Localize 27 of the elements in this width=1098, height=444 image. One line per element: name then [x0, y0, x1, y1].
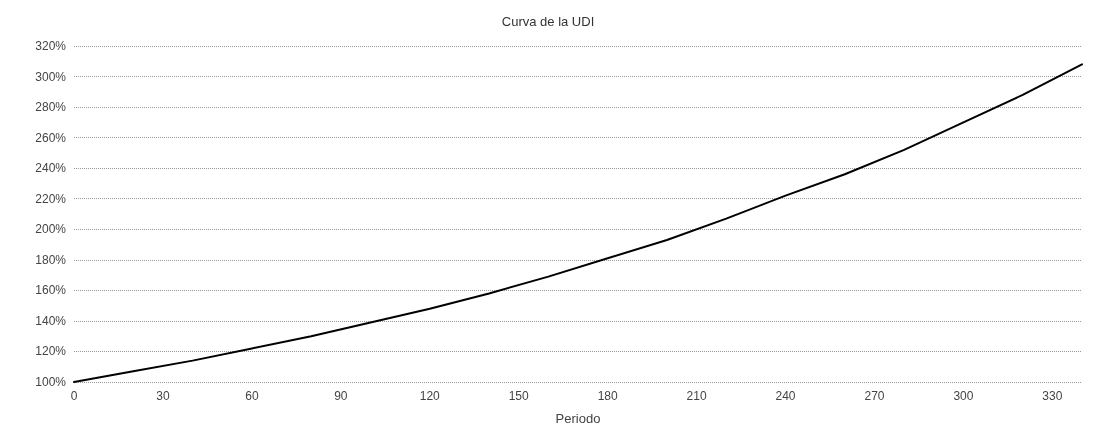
- x-tick-label: 210: [686, 389, 707, 403]
- x-tick-label: 240: [775, 389, 796, 403]
- x-tick-label: 270: [864, 389, 885, 403]
- x-tick-label: 300: [953, 389, 974, 403]
- x-tick-label: 90: [334, 389, 348, 403]
- y-tick-label: 160%: [35, 283, 67, 298]
- y-tick-label: 180%: [35, 252, 67, 267]
- x-tick-label: 330: [1042, 389, 1063, 403]
- x-tick-label: 0: [70, 389, 78, 403]
- chart-title: Curva de la UDI: [501, 14, 595, 29]
- y-tick-label: 140%: [35, 313, 67, 328]
- x-tick-label: 180: [597, 389, 618, 403]
- y-tick-label: 320%: [35, 39, 67, 53]
- x-tick-label: 120: [419, 389, 441, 403]
- y-tick-label: 280%: [35, 100, 67, 115]
- y-tick-label: 300%: [35, 69, 67, 84]
- x-tick-label: 30: [156, 389, 170, 403]
- x-axis-title: Periodo: [555, 411, 601, 426]
- y-tick-label: 240%: [35, 161, 67, 176]
- line-series: [73, 63, 1083, 383]
- y-tick-label: 200%: [35, 222, 67, 237]
- y-tick-label: 260%: [35, 130, 67, 145]
- y-tick-label: 220%: [35, 191, 67, 206]
- y-tick-label: 100%: [35, 375, 67, 389]
- x-tick-label: 150: [508, 389, 530, 403]
- x-tick-label: 60: [245, 389, 259, 403]
- y-tick-label: 120%: [35, 344, 67, 359]
